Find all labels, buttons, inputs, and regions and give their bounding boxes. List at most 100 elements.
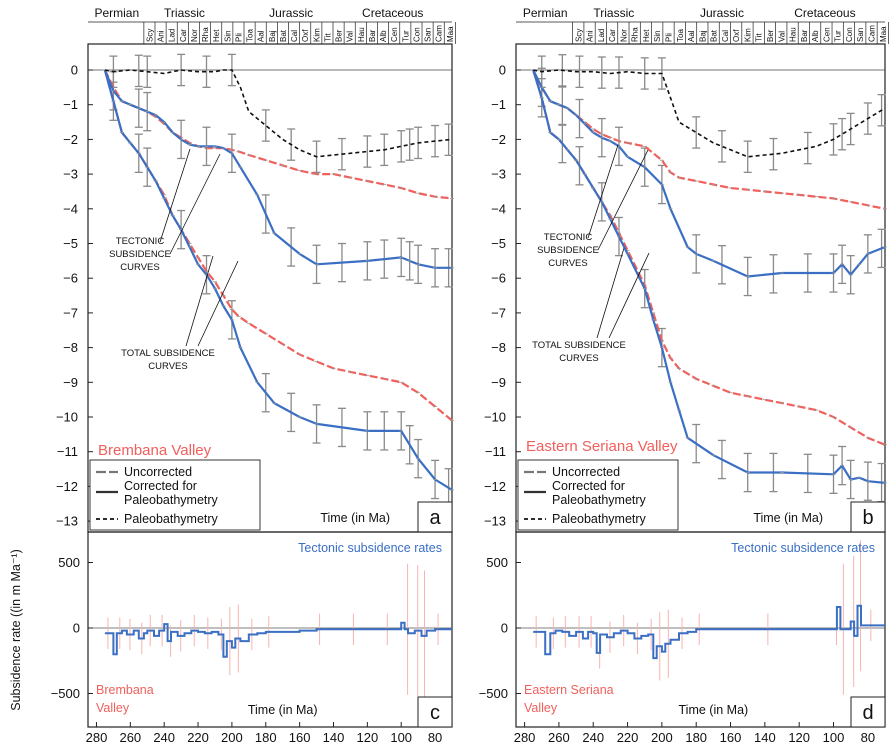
x-tick-label: 80 (428, 730, 442, 745)
legend-paleobathymetry: Paleobathymetry (124, 512, 219, 526)
stage-label-toa: Toa (676, 29, 685, 42)
y-tick-label: −1 (63, 97, 78, 112)
annotation-total-2: CURVES (559, 353, 598, 364)
era-label-cretaceous: Cretaceous (362, 6, 423, 20)
y-tick-label: 500 (486, 555, 508, 570)
x-tick-label: 180 (685, 730, 707, 745)
stage-label-cen: Cen (822, 27, 831, 42)
x-tick-label: 160 (289, 730, 311, 745)
stage-label-het: Het (642, 29, 651, 42)
x-tick-label: 220 (617, 730, 639, 745)
annotation-pointer (587, 144, 619, 239)
y-tick-label: 0 (499, 63, 506, 78)
stage-label-car: Car (608, 29, 617, 42)
x-axis-label: Time (in Ma) (248, 703, 318, 717)
x-tick-label: 200 (651, 730, 673, 745)
x-axis-label: Time (in Ma) (320, 511, 390, 525)
panel-d: 500 0 −500 280 260 240 220 200 180 160 140 120 100 80… (479, 531, 886, 745)
stage-label-rha: Rha (631, 27, 640, 42)
x-tick-label: 120 (356, 730, 378, 745)
legend-corrected-2: Paleobathymetry (552, 493, 647, 507)
y-tick-label: −5 (491, 236, 506, 251)
x-tick-label: 160 (720, 730, 742, 745)
stage-label-cal: Cal (290, 30, 299, 42)
y-tick-label: −9 (63, 375, 78, 390)
y-tick-label: −12 (56, 479, 78, 494)
y-tick-label: −10 (484, 410, 506, 425)
panel-letter: c (430, 702, 440, 724)
series-corrected-for-paleobathymetry-2 (532, 69, 886, 278)
y-tick-label: −13 (56, 514, 78, 529)
stage-label-san: San (856, 28, 865, 42)
panel-a: 0 −1 −2 −3 −4 −5 −6 −7 −8 −9 −10 −11 −12 −13 Scy Ani Lad… (56, 6, 456, 533)
legend-uncorrected: Uncorrected (552, 465, 620, 479)
x-tick-label: 180 (255, 730, 277, 745)
site-label: Eastern Seriana Valley (526, 438, 678, 455)
stage-label-alb: Alb (811, 30, 820, 42)
x-axis-label: Time (in Ma) (753, 511, 823, 525)
x-tick-label: 240 (582, 730, 604, 745)
stage-label-sin: Sin (223, 30, 232, 42)
panel-letter: d (862, 702, 873, 724)
stage-label-oxf: Oxf (301, 29, 310, 42)
series-paleobathymetry-4 (104, 69, 453, 158)
rate-title: Tectonic subsidence rates (298, 541, 442, 555)
stage-label-lad: Lad (597, 29, 606, 42)
legend-corrected-2: Paleobathymetry (124, 493, 219, 507)
annotation-tectonic-2: SUBSIDENCE (109, 249, 171, 260)
stage-label-con: Con (845, 27, 854, 42)
annotation-tectonic-1: TECTONIC (116, 236, 165, 247)
y-tick-label: −11 (57, 444, 78, 459)
y-tick-label: −4 (491, 201, 506, 216)
stage-label-val: Val (346, 31, 355, 42)
era-label-triassic: Triassic (593, 6, 634, 20)
era-label-jurassic: Jurassic (269, 6, 313, 20)
site-label-1: Brembana (96, 683, 154, 697)
era-label-triassic: Triassic (164, 6, 205, 20)
y-tick-label: −8 (491, 340, 506, 355)
stage-label-oxf: Oxf (732, 29, 741, 42)
legend-corrected-1: Corrected for (124, 479, 197, 493)
panel-frame (515, 43, 886, 533)
y-tick-label: −1 (491, 97, 506, 112)
stage-label-hau: Hau (789, 27, 798, 42)
stage-label-scy: Scy (145, 29, 154, 42)
y-tick-label: −3 (63, 167, 78, 182)
annotation-pointer (608, 252, 650, 339)
annotation-total-1: TOTAL SUBSIDENCE (121, 348, 215, 359)
site-label-2: Valley (96, 701, 130, 715)
stage-label-baj: Baj (268, 30, 277, 42)
x-tick-label: 220 (187, 730, 209, 745)
panel-letter: a (429, 507, 441, 529)
era-label-jurassic: Jurassic (700, 6, 744, 20)
x-tick-label: 80 (861, 730, 875, 745)
panel-letter-box (417, 501, 453, 533)
stage-label-ber: Ber (335, 29, 344, 42)
y-tick-label: −7 (491, 305, 506, 320)
stage-label-cen: Cen (390, 27, 399, 42)
stage-label-pli: Pli (234, 33, 243, 42)
stage-label-het: Het (212, 29, 221, 42)
x-tick-label: 100 (390, 730, 412, 745)
stage-label-cam: Cam (868, 25, 877, 42)
panel-letter-box (850, 696, 886, 728)
x-tick-label: 140 (754, 730, 776, 745)
annotation-pointer (185, 255, 214, 347)
y-tick-label: −2 (63, 132, 78, 147)
y-tick-label: −5 (63, 236, 78, 251)
stage-label-ber: Ber (766, 29, 775, 42)
stage-label-bat: Bat (279, 29, 288, 42)
stage-label-tur: Tur (834, 30, 843, 42)
stage-label-alb: Alb (379, 30, 388, 42)
stage-label-aal: Aal (257, 30, 266, 42)
y-tick-label: −11 (485, 444, 506, 459)
series-uncorrected-0 (103, 69, 453, 200)
era-label-permian: Permian (94, 6, 139, 20)
stage-label-aal: Aal (687, 30, 696, 42)
panel-letter-box (850, 501, 886, 533)
x-tick-label: 100 (823, 730, 845, 745)
y-tick-label: −7 (63, 305, 78, 320)
y-tick-label: −4 (63, 201, 78, 216)
site-label: Brembana Valley (98, 442, 212, 459)
series-corrected-for-paleobathymetry-3 (103, 69, 453, 491)
